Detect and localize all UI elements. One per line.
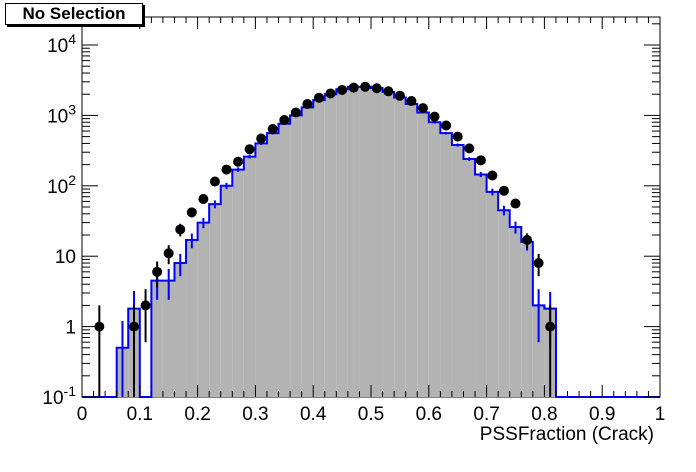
x-tick-label: 0.4	[300, 404, 327, 425]
data-point	[325, 88, 336, 99]
data-point	[348, 82, 359, 93]
y-tick-label: 1	[65, 318, 76, 339]
x-tick-label: 0.5	[358, 404, 384, 425]
data-point	[313, 92, 324, 103]
histogram-bar	[521, 241, 533, 397]
data-points-layer	[94, 81, 556, 397]
y-tick-label: 10	[55, 247, 76, 268]
data-point	[140, 300, 151, 311]
histogram-bar	[301, 107, 314, 397]
histogram-bar	[151, 280, 163, 397]
data-point	[452, 131, 463, 142]
x-tick-label: 1	[655, 404, 666, 425]
y-tick-label: 102	[47, 172, 76, 198]
data-point	[152, 266, 163, 277]
histogram-bar	[347, 86, 360, 397]
y-tick-label: 104	[47, 31, 76, 57]
data-point	[522, 234, 533, 245]
histogram-bar	[324, 94, 337, 397]
histogram-bar	[417, 112, 429, 398]
data-point	[406, 96, 417, 107]
data-point	[487, 170, 498, 181]
histogram-bar	[371, 88, 383, 397]
y-tick-label: 103	[47, 101, 76, 127]
histogram-bar	[532, 305, 545, 397]
histogram-bar	[162, 280, 175, 397]
data-point	[394, 90, 405, 101]
data-point	[279, 115, 290, 126]
histogram-bar	[463, 159, 476, 397]
x-axis-label: PSSFraction (Crack)	[479, 424, 654, 445]
data-point	[209, 176, 220, 187]
data-point	[290, 107, 301, 118]
data-point	[510, 198, 521, 209]
histogram-bar	[394, 97, 406, 398]
data-point	[533, 258, 544, 269]
histogram-bar	[243, 156, 256, 397]
histogram-bar	[359, 86, 371, 397]
histogram-bar	[255, 143, 267, 397]
histogram-bar	[440, 133, 452, 398]
data-point	[244, 144, 255, 155]
histogram-bar	[428, 122, 441, 398]
data-point	[441, 120, 452, 131]
histogram-bar	[220, 185, 233, 397]
data-point	[221, 164, 232, 175]
histogram-bar	[290, 115, 302, 397]
data-point	[371, 83, 382, 94]
histogram-bar	[405, 104, 418, 397]
histogram-bar	[174, 263, 187, 397]
x-tick-label: 0.1	[127, 404, 153, 425]
data-point	[337, 84, 348, 95]
histogram-bar	[209, 204, 221, 397]
data-point	[383, 86, 394, 97]
data-point	[198, 193, 209, 204]
histogram-bar	[336, 89, 348, 398]
data-point	[475, 155, 486, 166]
data-point	[267, 124, 278, 135]
histogram-bar	[509, 226, 522, 397]
histogram-bar	[451, 144, 464, 397]
histogram-bar	[475, 174, 487, 397]
data-point	[498, 185, 509, 196]
data-point	[94, 321, 105, 332]
y-tick-label: 10-1	[42, 383, 76, 409]
histogram-bar	[232, 169, 244, 397]
x-tick-label: 0.6	[416, 404, 442, 425]
x-tick-label: 0.2	[184, 404, 210, 425]
data-point	[129, 321, 140, 332]
data-point	[360, 81, 371, 92]
histogram-bar	[382, 92, 395, 397]
histogram-bar	[186, 239, 198, 397]
axes-layer: 0 0.1 0.2 0.3 0.4 0.5 0.6 0.7 0.8 0.9 1 10-1 1 10 102 1…	[42, 17, 665, 425]
x-tick-label: 0.7	[473, 404, 499, 425]
x-tick-label: 0.8	[531, 404, 557, 425]
histogram-bar	[498, 210, 510, 397]
data-point	[545, 321, 556, 332]
histogram-bar	[313, 100, 325, 397]
histogram-bar	[197, 222, 210, 397]
chart-title-box: No Selection	[5, 3, 143, 25]
histogram-bar	[278, 123, 291, 398]
data-point	[464, 143, 475, 154]
data-point	[429, 111, 440, 122]
x-tick-label: 0	[77, 404, 88, 425]
histogram-bar	[486, 191, 499, 397]
data-point	[233, 156, 244, 167]
data-point	[302, 99, 313, 110]
histogram-bar	[266, 133, 279, 398]
histogram-layer	[82, 85, 660, 398]
data-point	[256, 133, 267, 144]
x-tick-label: 0.3	[242, 404, 268, 425]
x-tick-label: 0.9	[589, 404, 615, 425]
data-point	[175, 224, 186, 235]
data-point	[163, 248, 174, 259]
data-point	[186, 207, 197, 218]
data-point	[418, 103, 429, 114]
